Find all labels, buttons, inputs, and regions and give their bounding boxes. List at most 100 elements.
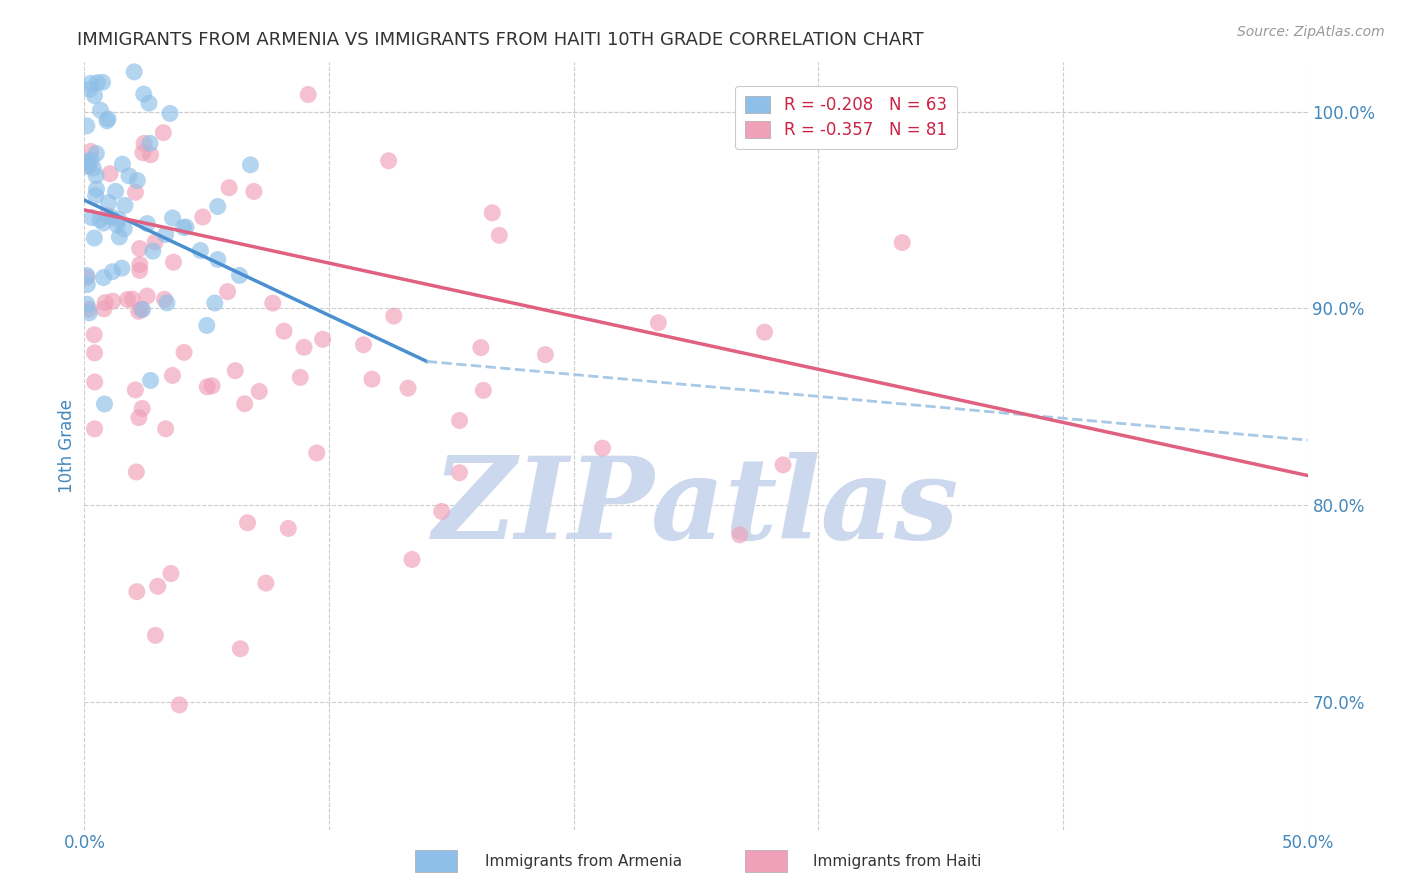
Point [79, 306, 101, 320]
Point [145, 628, 167, 642]
Y-axis label: 10th Grade: 10th Grade [58, 399, 76, 493]
Point [754, 325, 776, 339]
Point [98, 167, 121, 181]
Point [396, 381, 419, 395]
Point [305, 446, 328, 460]
Point [93, 301, 115, 316]
Point [83, 346, 105, 360]
Point [311, 332, 333, 346]
Point [772, 458, 794, 472]
Point [80, 153, 103, 167]
Point [218, 180, 240, 194]
Point [169, 698, 191, 712]
Point [76, 270, 98, 285]
Point [83, 231, 105, 245]
Point [155, 422, 177, 436]
Point [101, 265, 124, 279]
Point [121, 292, 143, 306]
Point [76, 297, 98, 311]
Point [79, 145, 101, 159]
Point [891, 235, 914, 250]
Point [277, 521, 299, 535]
Point [114, 198, 136, 212]
Point [89, 103, 111, 118]
Point [297, 87, 319, 102]
Point [173, 220, 195, 235]
Point [91, 75, 114, 89]
Point [76, 160, 98, 174]
Point [105, 218, 128, 232]
Point [86, 146, 108, 161]
Point [128, 304, 150, 318]
Point [93, 397, 115, 411]
Point [76, 154, 98, 169]
Point [79, 82, 101, 96]
Point [97, 112, 120, 126]
Point [143, 235, 166, 249]
Text: Source: ZipAtlas.com: Source: ZipAtlas.com [1237, 25, 1385, 39]
Point [89, 212, 111, 227]
Point [97, 195, 120, 210]
Point [401, 552, 423, 566]
Point [76, 277, 98, 292]
Point [472, 384, 495, 398]
Point [243, 185, 266, 199]
Point [127, 173, 149, 187]
Legend: R = -0.208   N = 63, R = -0.357   N = 81: R = -0.208 N = 63, R = -0.357 N = 81 [735, 87, 956, 149]
Point [124, 383, 146, 397]
Point [93, 216, 115, 230]
Point [111, 261, 134, 276]
Point [146, 579, 169, 593]
Point [449, 413, 471, 427]
Point [201, 378, 224, 392]
Point [191, 210, 214, 224]
Point [107, 212, 129, 227]
Point [129, 301, 152, 316]
Point [128, 258, 150, 272]
Point [76, 119, 98, 133]
Point [162, 255, 184, 269]
Point [125, 584, 148, 599]
Point [76, 268, 98, 283]
Point [139, 148, 162, 162]
Point [162, 368, 184, 383]
Point [79, 76, 101, 90]
Point [122, 65, 145, 79]
Point [382, 309, 405, 323]
Point [131, 401, 153, 416]
Point [236, 516, 259, 530]
Point [728, 528, 751, 542]
Point [111, 157, 134, 171]
Text: ZIPatlas: ZIPatlas [433, 452, 959, 563]
Point [233, 397, 256, 411]
Point [82, 161, 104, 176]
Point [100, 210, 122, 224]
Point [361, 372, 384, 386]
Point [247, 384, 270, 399]
Text: Immigrants from Armenia: Immigrants from Armenia [485, 854, 682, 869]
Point [83, 375, 105, 389]
Point [118, 169, 141, 183]
Point [77, 302, 100, 317]
Point [132, 145, 155, 160]
Point [228, 268, 250, 283]
Point [470, 341, 492, 355]
Point [353, 337, 375, 351]
Point [112, 222, 135, 236]
Point [190, 244, 212, 258]
Point [139, 136, 162, 151]
Point [217, 285, 239, 299]
Point [229, 641, 252, 656]
Point [83, 422, 105, 436]
Point [207, 200, 229, 214]
Point [152, 126, 174, 140]
Text: IMMIGRANTS FROM ARMENIA VS IMMIGRANTS FROM HAITI 10TH GRADE CORRELATION CHART: IMMIGRANTS FROM ARMENIA VS IMMIGRANTS FR… [77, 31, 924, 49]
Point [162, 211, 184, 225]
Point [155, 227, 177, 242]
Point [142, 244, 165, 259]
Point [132, 87, 155, 102]
Point [86, 76, 108, 90]
Point [134, 136, 156, 151]
Point [136, 217, 159, 231]
Point [174, 220, 197, 235]
